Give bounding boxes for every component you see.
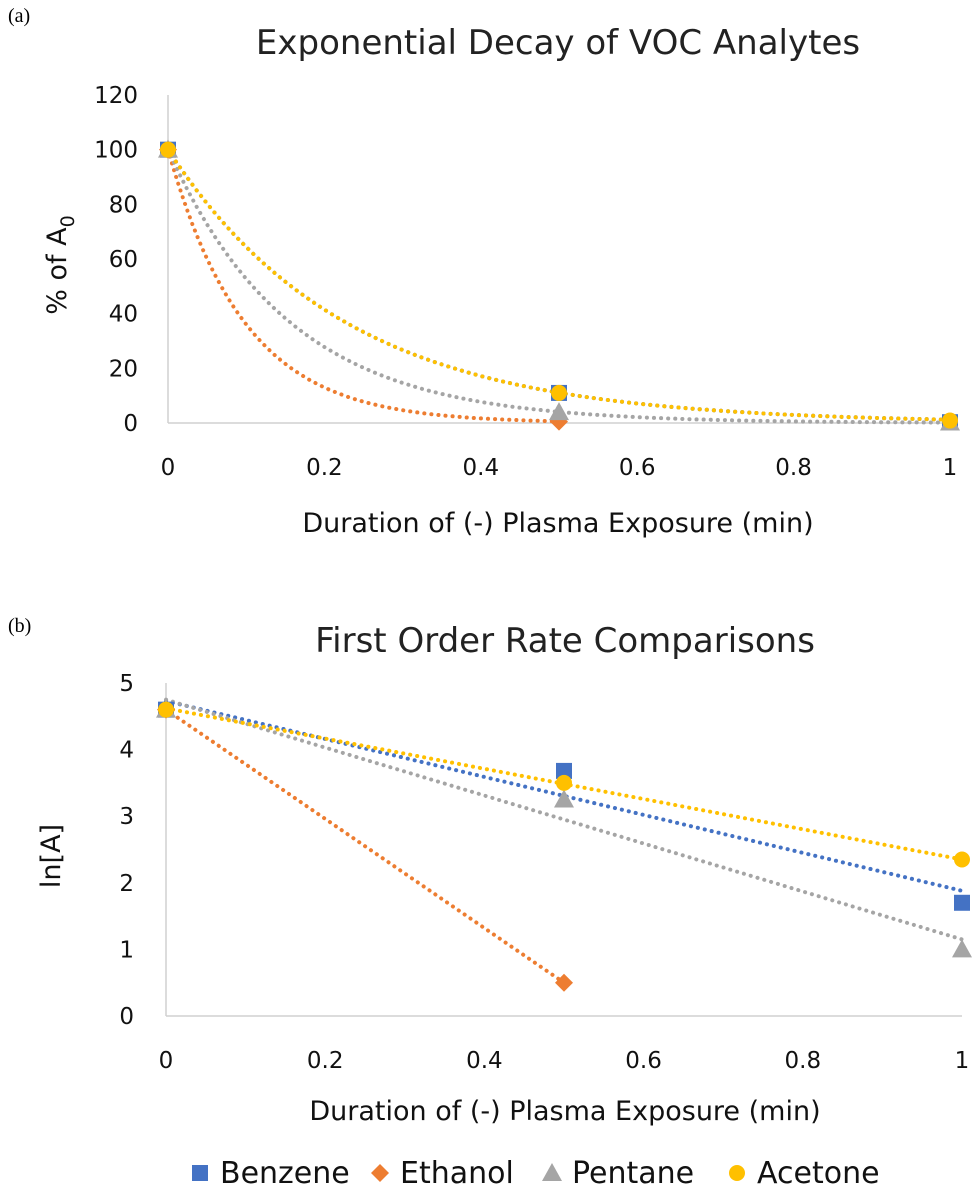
legend-item-pentane: Pentane	[542, 1156, 694, 1191]
x-tick-label: 1	[955, 1048, 970, 1074]
y-tick-label: 5	[119, 671, 134, 697]
legend: Benzene Ethanol Pentane Acetone	[192, 1156, 880, 1191]
y-tick-label: 3	[119, 804, 134, 830]
data-point-acetone	[954, 851, 970, 868]
trendlines-b	[164, 697, 964, 985]
trendline-pentane	[164, 697, 964, 942]
x-tick-label: 0	[161, 455, 176, 481]
data-point-pentane	[554, 789, 574, 808]
legend-marker-benzene	[192, 1165, 208, 1181]
chart-exponential-decay: (a) Exponential Decay of VOC Analytes Du…	[8, 5, 960, 539]
chart-first-order-rate: (b) First Order Rate Comparisons Duratio…	[8, 615, 972, 1127]
markers-b	[156, 699, 972, 992]
y-tick-label: 60	[109, 247, 138, 273]
y-axis-label-a: % of A0	[42, 215, 79, 314]
trendline-pentane	[166, 147, 952, 425]
legend-label-acetone: Acetone	[757, 1156, 880, 1191]
legend-label-pentane: Pentane	[572, 1156, 694, 1191]
x-axis-label-b: Duration of (-) Plasma Exposure (min)	[309, 1096, 820, 1127]
legend-item-ethanol: Ethanol	[371, 1156, 514, 1191]
y-tick-label: 40	[109, 302, 138, 328]
trendline-benzene	[166, 147, 952, 422]
legend-marker-ethanol	[371, 1164, 389, 1182]
markers-a	[158, 139, 960, 431]
x-axis-label-a: Duration of (-) Plasma Exposure (min)	[302, 508, 813, 539]
y-tick-label: 2	[119, 871, 134, 897]
chart-title-a: Exponential Decay of VOC Analytes	[256, 23, 860, 63]
y-axis-label-b: ln[A]	[36, 824, 67, 888]
x-tick-label: 0.4	[466, 1048, 503, 1074]
data-point-pentane	[952, 939, 972, 958]
legend-marker-pentane	[542, 1163, 562, 1181]
legend-label-ethanol: Ethanol	[400, 1156, 514, 1191]
y-axis-label-a-main: % of A	[42, 227, 73, 315]
panel-label-a: (a)	[8, 5, 30, 27]
axes-a: 0 0.2 0.4 0.6 0.8 1 0 20 40 60 80 100 120	[94, 83, 957, 481]
y-tick-label: 120	[94, 83, 138, 109]
x-tick-label: 0.8	[775, 455, 812, 481]
y-tick-label: 80	[109, 192, 138, 218]
y-tick-label: 0	[123, 411, 138, 437]
chart-title-b: First Order Rate Comparisons	[315, 621, 815, 661]
y-tick-label: 0	[119, 1004, 134, 1030]
data-point-acetone	[160, 141, 176, 158]
y-axis-label-a-sub: 0	[57, 215, 79, 227]
x-tick-label: 0	[159, 1048, 174, 1074]
x-tick-label: 0.6	[625, 1048, 662, 1074]
x-tick-label: 0.6	[619, 455, 656, 481]
trendline-acetone	[166, 147, 952, 422]
y-tick-label: 1	[119, 937, 134, 963]
legend-marker-acetone	[729, 1165, 745, 1181]
data-point-acetone	[556, 774, 572, 791]
legend-item-benzene: Benzene	[192, 1156, 350, 1191]
data-point-ethanol	[555, 973, 573, 992]
axes-b: 0 0.2 0.4 0.6 0.8 1 0 1 2 3 4 5	[119, 671, 969, 1074]
x-tick-label: 0.4	[463, 455, 500, 481]
data-point-acetone	[551, 384, 567, 401]
data-point-acetone	[942, 412, 958, 429]
trendlines-a	[166, 147, 952, 425]
x-tick-label: 0.2	[307, 1048, 344, 1074]
trendline-ethanol	[166, 147, 561, 424]
x-tick-label: 0.2	[306, 455, 343, 481]
legend-item-acetone: Acetone	[729, 1156, 880, 1191]
data-point-pentane	[549, 402, 569, 421]
y-tick-label: 4	[119, 738, 134, 764]
x-tick-label: 0.8	[785, 1048, 822, 1074]
x-tick-label: 1	[943, 455, 958, 481]
y-tick-label: 100	[94, 138, 138, 164]
data-point-acetone	[158, 701, 174, 718]
trendline-ethanol	[164, 707, 566, 985]
y-tick-label: 20	[109, 356, 138, 382]
panel-label-b: (b)	[8, 615, 31, 637]
legend-label-benzene: Benzene	[220, 1156, 350, 1191]
data-point-benzene	[954, 894, 970, 911]
data-point-benzene	[556, 762, 572, 779]
